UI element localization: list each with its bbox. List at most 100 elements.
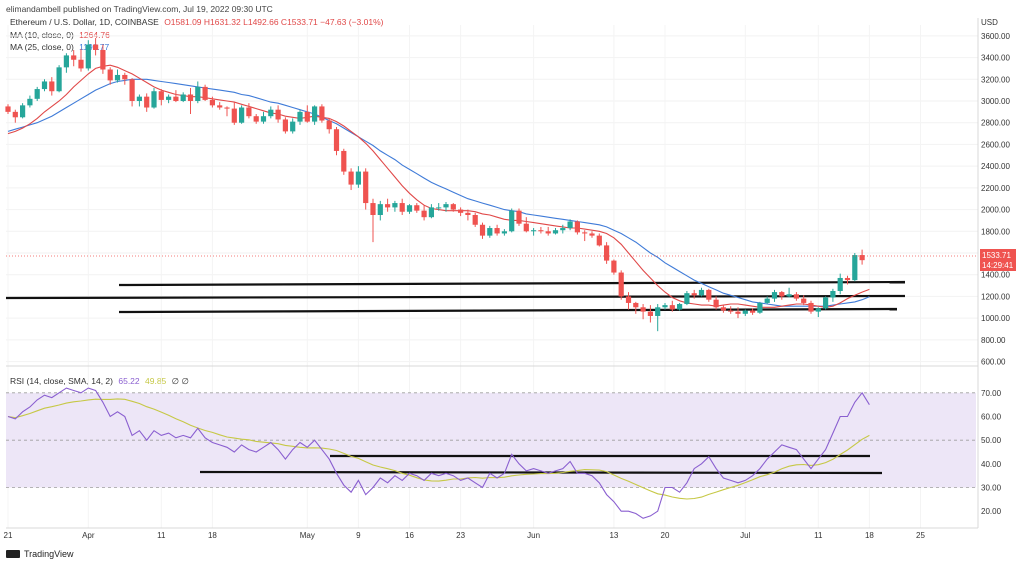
candle: [144, 93, 150, 112]
candle-body: [260, 116, 267, 122]
symbol-legend[interactable]: Ethereum / U.S. Dollar, 1D, COINBASE O15…: [10, 17, 383, 27]
ma10-value: 1264.76: [79, 30, 110, 40]
candle-body: [27, 98, 33, 106]
candle: [684, 291, 690, 306]
ma10-legend[interactable]: MA (10, close, 0) 1264.76: [10, 30, 110, 40]
price-tick-label: 3600.00: [981, 32, 1010, 41]
rsi-support-line[interactable]: [199, 470, 883, 475]
candle: [107, 67, 113, 85]
candle-body: [844, 277, 851, 281]
publisher-note: elimandambell published on TradingView.c…: [6, 4, 273, 14]
candle: [742, 309, 748, 316]
rsi-tick-label: 20.00: [981, 507, 1002, 516]
candle-body: [764, 298, 770, 303]
ma10-label: MA (10, close, 0): [10, 30, 74, 40]
candle-body: [815, 308, 821, 312]
candle: [677, 302, 683, 311]
candle-body: [224, 107, 230, 109]
candle-body: [859, 255, 865, 261]
candle: [538, 226, 544, 234]
candle: [275, 105, 281, 123]
rsi-lines: [7, 387, 870, 519]
candle-body: [56, 67, 62, 92]
candle-body: [180, 94, 186, 101]
time-tick-label: Jun: [527, 531, 540, 540]
ma25-label: MA (25, close, 0): [10, 42, 74, 52]
candle: [494, 224, 500, 236]
candle-body: [49, 81, 55, 92]
price-tick-label: 2600.00: [981, 140, 1010, 149]
rsi-ma-value: 49.85: [145, 376, 167, 386]
candle-body: [93, 44, 99, 50]
time-tick-label: 25: [916, 531, 925, 540]
candle-body: [523, 223, 529, 232]
candle-body: [516, 210, 522, 224]
candle: [552, 228, 559, 235]
candle: [750, 308, 756, 315]
time-tick-label: 18: [208, 531, 217, 540]
candle: [27, 95, 33, 108]
candle-body: [509, 210, 515, 232]
candle: [625, 292, 632, 310]
candle: [706, 288, 712, 302]
candle-body: [370, 203, 376, 215]
resistance-line[interactable]: [118, 280, 906, 287]
candle-body: [793, 294, 799, 299]
time-tick-label: 20: [661, 531, 670, 540]
time-tick-label: Apr: [82, 531, 95, 540]
candle-body: [625, 296, 632, 303]
candle: [406, 204, 413, 214]
time-tick-label: 9: [356, 531, 361, 540]
price-tick-label: 1800.00: [981, 227, 1010, 236]
candle: [93, 38, 99, 56]
candle: [859, 249, 865, 265]
candle: [509, 208, 515, 233]
rsi-tick-label: 70.00: [981, 389, 1002, 398]
candle-body: [282, 119, 288, 132]
candle-body: [545, 231, 551, 234]
support-resistance-lines: [5, 280, 906, 475]
candle: [414, 203, 420, 213]
tradingview-logo-icon: [6, 550, 20, 558]
candle: [348, 168, 354, 191]
candle-body: [720, 307, 726, 311]
candle-body: [691, 293, 697, 296]
candle-body: [786, 294, 792, 297]
candle-body: [830, 291, 836, 298]
candle: [487, 225, 493, 238]
candle-body: [837, 277, 843, 291]
candle-body: [823, 297, 829, 309]
candle: [728, 306, 734, 314]
time-tick-label: 23: [456, 531, 465, 540]
candle: [443, 201, 449, 212]
price-tick-label: 2800.00: [981, 119, 1010, 128]
candle: [392, 200, 398, 212]
candle-body: [275, 109, 281, 120]
time-tick-label: 16: [405, 531, 414, 540]
time-tick-label: 13: [609, 531, 618, 540]
rsi-axis: 70.00 60.00 50.00 40.00 30.00 20.00: [981, 389, 1002, 516]
candle: [180, 92, 186, 103]
candle-body: [728, 310, 734, 312]
candle: [472, 212, 478, 227]
footer-brand: TradingView: [24, 549, 74, 559]
candle-body: [290, 121, 296, 132]
price-tick-label: 2400.00: [981, 162, 1010, 171]
candle: [582, 230, 588, 242]
candle: [41, 79, 48, 92]
candle: [34, 86, 40, 101]
candle-body: [166, 96, 172, 100]
candle: [85, 40, 91, 71]
tradingview-footer[interactable]: TradingView: [6, 549, 74, 559]
rsi-legend[interactable]: RSI (14, close, SMA, 14, 2) 65.22 49.85 …: [10, 376, 189, 387]
rsi-tick-label: 30.00: [981, 484, 1002, 493]
support-line-lower[interactable]: [118, 307, 898, 314]
price-axis: 3600.00 3400.00 3200.00 3000.00 2800.00 2600.…: [981, 32, 1010, 367]
rsi-band-lines: [6, 392, 978, 488]
candle-body: [677, 304, 683, 310]
candle-body: [12, 111, 18, 118]
support-line-mid[interactable]: [5, 294, 906, 300]
price-tick-label: 800.00: [981, 336, 1006, 345]
candle-body: [479, 224, 486, 236]
